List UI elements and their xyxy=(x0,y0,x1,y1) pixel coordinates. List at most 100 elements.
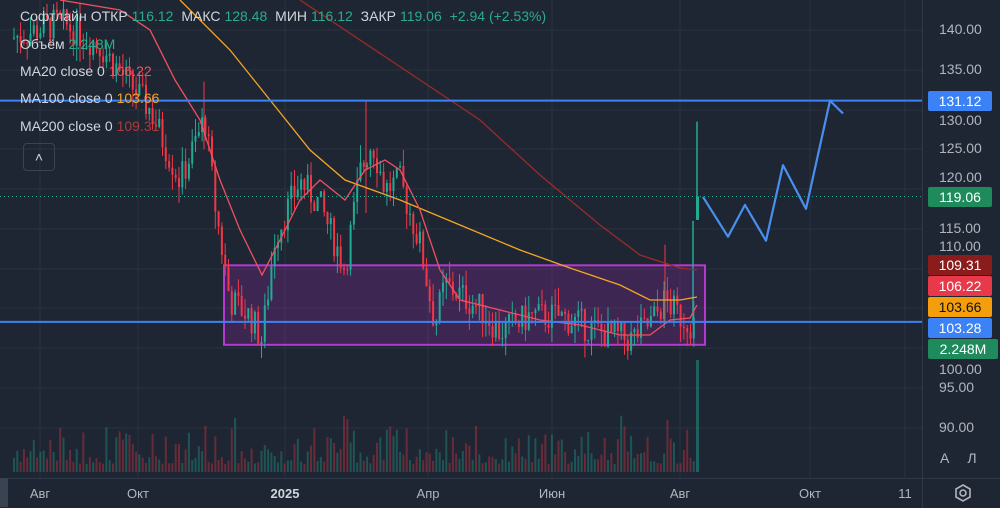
volume-bar xyxy=(263,445,266,472)
volume-bar xyxy=(230,428,233,472)
consolidation-zone[interactable] xyxy=(223,264,706,346)
candle-body xyxy=(98,48,101,57)
projection-arrow[interactable] xyxy=(702,99,844,242)
log-scale-button[interactable]: Л xyxy=(967,450,977,466)
price-label: 103.66 xyxy=(928,297,992,317)
candle-body xyxy=(148,108,151,114)
candle-body xyxy=(392,177,395,191)
candle-body xyxy=(224,254,227,268)
candle-body xyxy=(164,147,167,162)
candle-body xyxy=(75,16,78,46)
volume-bar xyxy=(458,458,461,472)
volume-bar xyxy=(583,453,586,472)
volume-bar xyxy=(478,454,481,472)
price-tick: 95.00 xyxy=(939,378,975,395)
volume-bar xyxy=(554,454,557,472)
candle-body xyxy=(178,177,180,188)
ma200-legend[interactable]: MA200 close 0 109.31 xyxy=(20,118,163,135)
time-tick: 11 xyxy=(898,486,912,501)
price-label: 103.28 xyxy=(928,318,992,338)
candle-body xyxy=(273,247,276,267)
candle-body xyxy=(517,323,520,327)
volume-bar xyxy=(280,451,283,472)
candle-body xyxy=(214,166,217,212)
candle-body xyxy=(49,18,52,39)
candle-body xyxy=(85,46,88,48)
horizontal-levels[interactable] xyxy=(0,99,922,323)
candle-body xyxy=(131,70,134,90)
candle-body xyxy=(174,174,177,178)
ma20-value: 106.22 xyxy=(108,63,152,79)
volume-bar xyxy=(418,449,421,472)
volume-bar xyxy=(16,450,19,472)
candle-body xyxy=(154,124,157,127)
scroll-handle[interactable] xyxy=(0,478,8,507)
volume-bar xyxy=(438,452,441,472)
ma20-legend[interactable]: MA20 close 0 106.22 xyxy=(20,63,156,80)
candle-body xyxy=(191,141,194,164)
candle-body xyxy=(501,338,504,340)
volume-bar xyxy=(154,456,157,472)
volume-legend[interactable]: Объём 2.248M xyxy=(20,36,119,53)
volume-bar xyxy=(283,463,286,472)
volume-bar xyxy=(385,429,388,472)
candle-body xyxy=(679,304,682,327)
volume-bar xyxy=(260,450,263,472)
volume-bar xyxy=(574,449,576,472)
candle-body xyxy=(270,266,273,300)
candle-body xyxy=(620,323,623,332)
volume-bar xyxy=(593,459,596,472)
price-scale[interactable]: 140.00 135.00 130.00 125.00 120.00 115.00 110.… xyxy=(922,0,1000,478)
ma100-line xyxy=(179,0,698,301)
price-tick: 115.00 xyxy=(939,219,981,236)
symbol-name[interactable]: Софтлайн xyxy=(20,8,87,24)
volume-bar xyxy=(544,434,547,472)
volume-bar xyxy=(577,455,580,472)
candle-body xyxy=(514,313,517,324)
time-axis[interactable]: Авг Окт 2025 Апр Июн Авг Окт 11 xyxy=(0,478,922,508)
volume-bar xyxy=(442,460,444,472)
candle-body xyxy=(260,341,263,344)
candle-body xyxy=(250,308,253,334)
volume-bar xyxy=(339,449,342,472)
candle-body xyxy=(316,197,319,212)
volume-bar xyxy=(257,462,260,472)
volume-bar xyxy=(359,452,362,472)
volume-bar xyxy=(118,431,121,472)
grid-lines xyxy=(0,0,922,478)
volume-bar xyxy=(570,461,573,472)
candle-body xyxy=(323,191,326,213)
volume-bar xyxy=(125,433,128,472)
volume-bar xyxy=(620,415,623,472)
ma20-line xyxy=(59,0,698,336)
high-label: МАКС xyxy=(181,8,221,24)
candle-body xyxy=(329,218,332,225)
candle-body xyxy=(438,292,441,322)
volume-bar xyxy=(62,437,65,472)
candle-body xyxy=(158,118,161,127)
volume-bar xyxy=(392,435,395,472)
candle-body xyxy=(550,304,553,328)
volume-bar xyxy=(626,451,629,472)
collapse-legend-button[interactable]: ˄ xyxy=(23,143,55,171)
volume-bar xyxy=(646,436,649,472)
volume-bar xyxy=(55,460,58,472)
candle-body xyxy=(92,42,95,56)
candle-body xyxy=(13,37,15,39)
volume-bar xyxy=(640,453,642,472)
candle-body xyxy=(356,180,359,202)
price-tick: 130.00 xyxy=(939,112,982,128)
ma200-line xyxy=(299,0,698,271)
volume-bar xyxy=(362,460,365,472)
low-value: 116.12 xyxy=(311,8,353,24)
settings-icon[interactable] xyxy=(953,483,973,503)
volume-bar xyxy=(415,456,418,472)
volume-bar xyxy=(131,444,134,472)
candle-body xyxy=(412,213,415,235)
ma20-label: MA20 close 0 xyxy=(20,63,105,79)
price-chart[interactable] xyxy=(0,0,922,478)
volume-bar xyxy=(207,461,210,472)
auto-scale-button[interactable]: А xyxy=(940,450,950,466)
ma100-legend[interactable]: MA100 close 0 103.66 xyxy=(20,90,163,107)
volume-bar xyxy=(484,462,487,472)
